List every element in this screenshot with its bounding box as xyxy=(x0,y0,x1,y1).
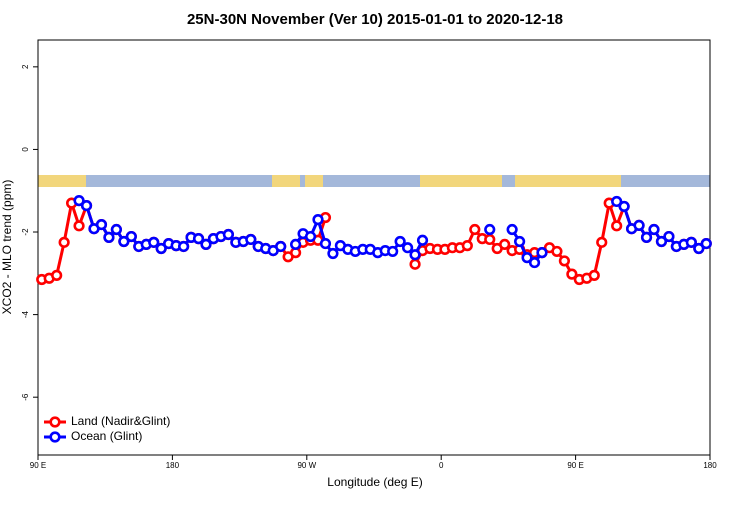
surface-strip xyxy=(38,175,710,187)
legend-label: Land (Nadir&Glint) xyxy=(71,414,170,428)
data-point xyxy=(528,256,541,269)
data-point xyxy=(51,269,63,281)
y-tick-label: -4 xyxy=(21,311,30,319)
data-point xyxy=(499,238,511,251)
data-point xyxy=(290,238,302,251)
x-tick-label: 90 W xyxy=(297,461,316,470)
data-point xyxy=(633,219,645,232)
data-point xyxy=(409,249,421,261)
data-point xyxy=(80,199,93,212)
y-tick-label: -6 xyxy=(21,393,30,401)
data-point xyxy=(222,228,234,241)
y-axis-label: XCO2 - MLO trend (ppm) xyxy=(0,180,14,315)
data-point xyxy=(588,269,600,281)
data-point xyxy=(125,230,137,243)
data-point xyxy=(551,245,563,258)
x-axis-label: Longitude (deg E) xyxy=(327,475,422,489)
y-tick-label: 2 xyxy=(21,64,30,69)
data-point xyxy=(611,220,623,232)
legend-marker xyxy=(49,431,61,443)
data-point xyxy=(469,223,481,236)
legend-marker xyxy=(49,416,61,428)
data-point xyxy=(387,245,399,258)
x-tick-label: 90 E xyxy=(567,461,583,470)
data-point xyxy=(304,230,317,243)
data-point xyxy=(693,242,705,255)
data-point xyxy=(118,235,130,248)
data-point xyxy=(618,200,630,213)
data-point xyxy=(409,258,421,270)
land-strip xyxy=(272,175,300,187)
data-point xyxy=(58,236,70,248)
data-point xyxy=(700,237,712,250)
data-point xyxy=(155,242,167,255)
y-tick-label: 0 xyxy=(21,147,30,152)
data-point xyxy=(513,235,526,248)
data-point xyxy=(640,231,653,243)
data-point xyxy=(521,252,533,264)
x-tick-label: 90 E xyxy=(30,461,46,470)
land-strip xyxy=(305,175,323,187)
data-point xyxy=(416,234,429,246)
data-point xyxy=(484,233,496,246)
data-point xyxy=(484,223,496,236)
data-point xyxy=(178,240,190,253)
land-strip xyxy=(515,175,621,187)
data-point xyxy=(192,233,205,245)
land-strip xyxy=(38,175,86,187)
y-tick-label: -2 xyxy=(21,228,30,236)
data-point xyxy=(663,230,675,243)
data-point xyxy=(611,195,623,208)
x-tick-label: 0 xyxy=(439,461,444,470)
data-point xyxy=(73,195,85,207)
data-point xyxy=(461,240,473,252)
data-point xyxy=(685,236,697,248)
data-point xyxy=(655,235,668,248)
data-point xyxy=(319,237,332,250)
data-point xyxy=(73,220,85,232)
land-strip xyxy=(420,175,502,187)
chart-title: 25N-30N November (Ver 10) 2015-01-01 to … xyxy=(187,11,563,28)
data-point xyxy=(95,218,108,231)
x-tick-label: 180 xyxy=(166,461,180,470)
data-point xyxy=(148,236,160,248)
data-point xyxy=(275,240,287,253)
data-point xyxy=(110,223,122,236)
data-point xyxy=(402,242,414,254)
data-point xyxy=(394,235,406,248)
data-point xyxy=(536,247,548,259)
data-point xyxy=(327,247,339,260)
data-point xyxy=(648,223,660,236)
legend-label: Ocean (Glint) xyxy=(71,429,142,443)
data-point xyxy=(566,268,578,280)
data-point xyxy=(558,255,571,267)
data-point xyxy=(596,236,608,248)
data-point xyxy=(245,233,257,246)
data-point xyxy=(312,214,324,226)
x-tick-label: 180 xyxy=(703,461,717,470)
data-point xyxy=(200,238,212,251)
data-point xyxy=(506,223,518,236)
data-point xyxy=(103,231,115,243)
